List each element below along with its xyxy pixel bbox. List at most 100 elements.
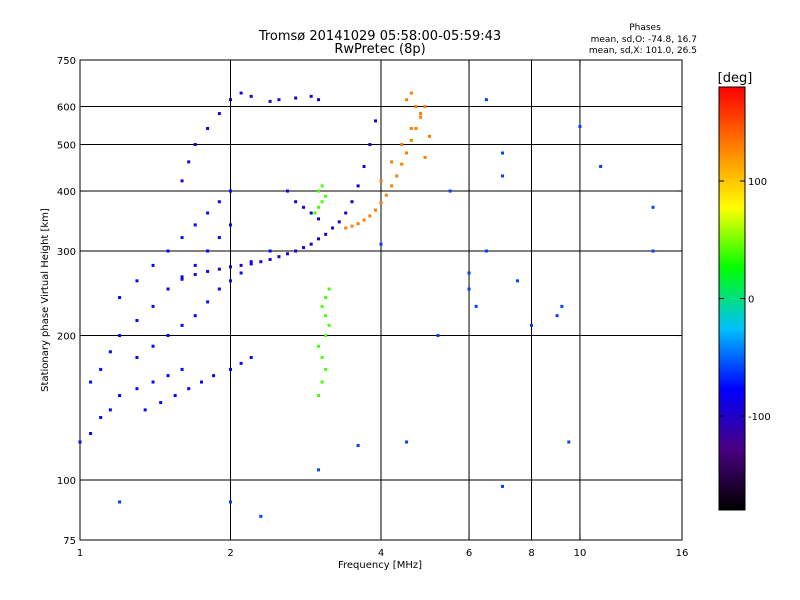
data-point: [317, 189, 321, 193]
data-point: [89, 432, 93, 436]
data-point: [135, 279, 139, 283]
data-point: [143, 408, 147, 412]
data-point: [337, 220, 341, 224]
data-point: [229, 500, 232, 504]
data-point: [108, 408, 112, 412]
data-point: [651, 249, 655, 253]
data-point: [405, 151, 409, 155]
data-point: [249, 94, 253, 98]
data-point: [239, 361, 243, 365]
data-point: [166, 334, 170, 338]
data-point: [599, 164, 603, 168]
data-point: [324, 334, 328, 338]
data-point: [317, 98, 321, 102]
x-axis-ticks: 1 2 4 6 8 10 16: [77, 60, 689, 559]
data-point: [309, 242, 313, 246]
data-point: [344, 226, 348, 230]
data-point: [193, 143, 197, 147]
data-point: [180, 275, 184, 279]
data-point: [368, 214, 372, 218]
data-point: [193, 223, 197, 227]
y-tick-label: 500: [57, 141, 76, 152]
data-point: [379, 242, 383, 246]
data-point: [294, 200, 298, 204]
data-point: [501, 151, 505, 155]
data-point: [390, 160, 394, 164]
data-point: [409, 138, 413, 142]
x-tick-label: 8: [528, 548, 534, 559]
y-tick-label: 400: [57, 187, 76, 198]
data-point: [324, 367, 328, 371]
data-point: [217, 112, 221, 116]
data-point: [187, 160, 191, 164]
data-point: [229, 223, 232, 227]
y-tick-label: 200: [57, 332, 76, 343]
data-point: [379, 179, 383, 183]
grid-lines: [80, 60, 682, 540]
data-point: [384, 193, 388, 197]
data-point: [309, 94, 313, 98]
data-point: [239, 91, 243, 95]
data-point: [317, 237, 321, 241]
data-point: [379, 201, 383, 205]
data-point: [229, 279, 232, 283]
data-point: [249, 262, 253, 266]
data-point: [108, 350, 112, 354]
data-point: [285, 189, 289, 193]
x-tick-label: 16: [676, 548, 689, 559]
data-point: [206, 269, 210, 273]
data-point: [530, 323, 533, 327]
data-point: [362, 218, 366, 222]
data-point: [294, 249, 298, 253]
data-point: [302, 246, 306, 250]
data-point: [268, 258, 272, 262]
data-point: [324, 296, 328, 300]
data-point: [419, 115, 423, 119]
colorbar-ticks: 100 0 -100: [719, 177, 771, 423]
data-point: [419, 112, 423, 116]
x-tick-label: 10: [574, 548, 587, 559]
data-point: [217, 287, 221, 291]
data-point: [193, 263, 197, 267]
x-tick-label: 4: [378, 548, 384, 559]
data-point: [356, 444, 360, 448]
data-point: [118, 334, 122, 338]
data-point: [180, 277, 184, 281]
data-point: [99, 367, 103, 371]
data-point: [467, 287, 471, 291]
stats-line-x: mean, sd,X: 101.0, 26.5: [589, 46, 697, 56]
x-axis-label: Frequency [MHz]: [338, 560, 422, 571]
data-point: [555, 314, 559, 318]
data-point: [229, 98, 232, 102]
data-point: [135, 318, 139, 322]
data-points: [78, 91, 655, 518]
data-point: [327, 287, 331, 291]
data-point: [427, 134, 431, 138]
data-point: [317, 217, 321, 221]
data-point: [414, 105, 418, 109]
stats-header: Phases: [629, 23, 661, 33]
chart-subtitle: RwPretec (8p): [334, 42, 425, 57]
data-point: [578, 125, 582, 129]
data-point: [356, 184, 360, 188]
data-point: [229, 265, 232, 269]
data-point: [151, 304, 155, 308]
data-point: [400, 143, 404, 147]
data-point: [239, 271, 243, 275]
data-point: [249, 260, 253, 264]
data-point: [390, 184, 394, 188]
data-point: [239, 263, 243, 267]
data-point: [374, 119, 378, 123]
data-point: [135, 355, 139, 359]
data-point: [324, 194, 328, 198]
data-point: [206, 249, 210, 253]
data-point: [135, 387, 139, 391]
data-point: [166, 287, 170, 291]
data-point: [350, 200, 354, 204]
data-point: [317, 468, 321, 472]
data-point: [374, 208, 378, 212]
data-point: [320, 380, 324, 384]
data-point: [320, 355, 324, 359]
data-point: [501, 484, 505, 488]
data-point: [229, 367, 232, 371]
